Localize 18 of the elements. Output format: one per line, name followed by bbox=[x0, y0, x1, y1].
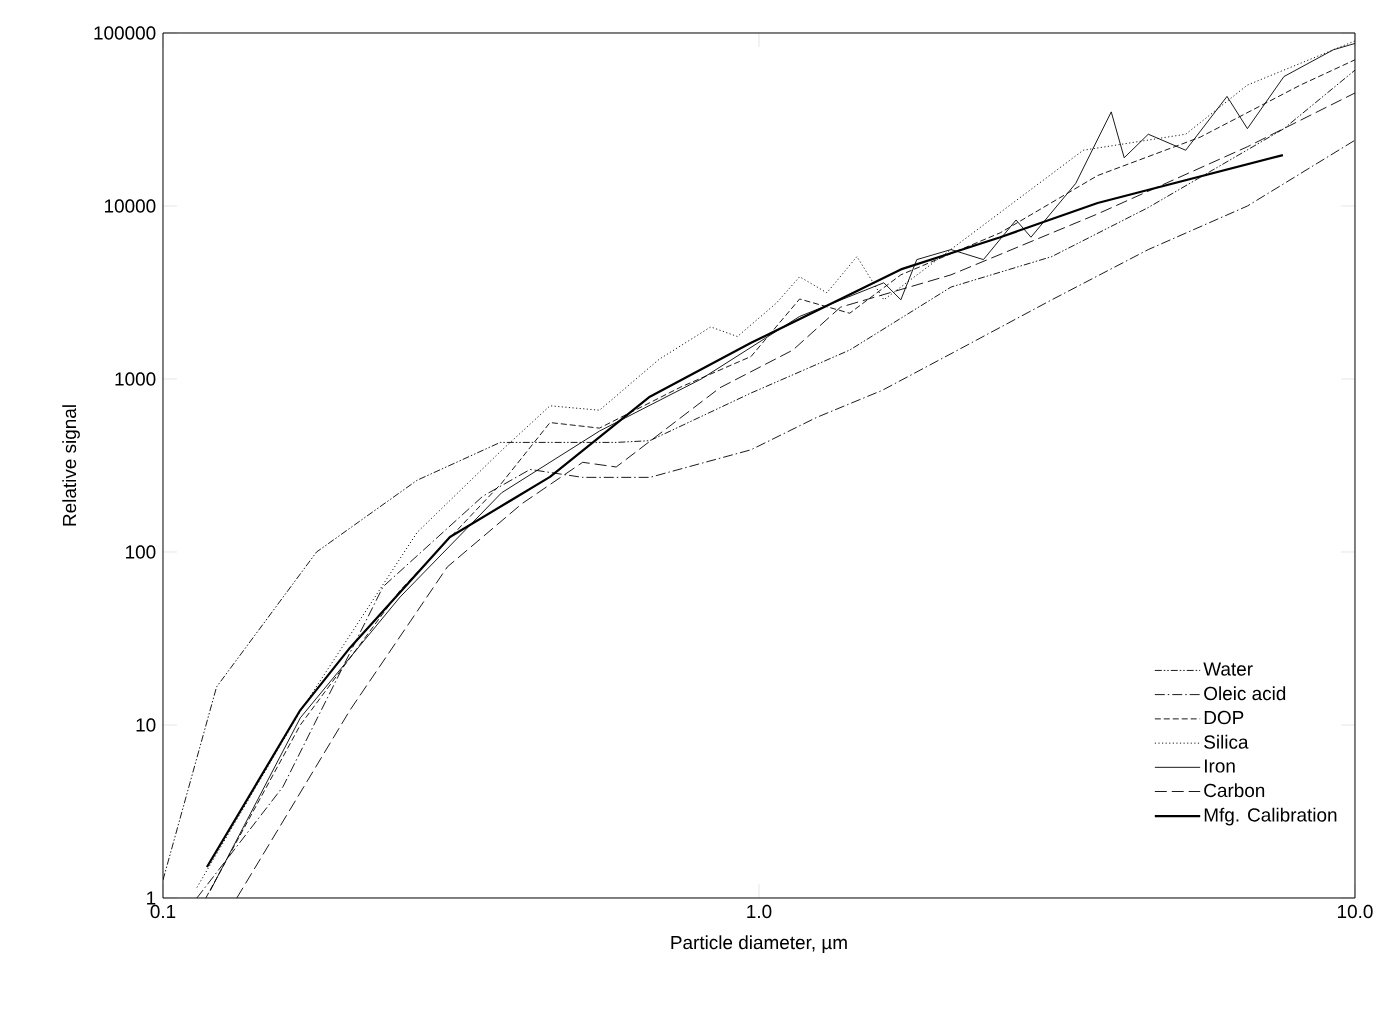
y-tick-label: 1 bbox=[147, 891, 156, 905]
y-tick-label: 1000 bbox=[115, 372, 156, 386]
legend-label: Silica bbox=[1204, 734, 1249, 749]
x-axis-title: Particle diameter, µm bbox=[671, 935, 847, 953]
legend-label: DOP bbox=[1204, 710, 1244, 725]
legend-label: Mfg. Calibration bbox=[1204, 807, 1337, 826]
x-tick-label: 0.1 bbox=[150, 904, 176, 919]
legend-label: Iron bbox=[1205, 759, 1235, 773]
y-tick-label: 10 bbox=[136, 718, 156, 732]
x-tick-label: 1.0 bbox=[747, 904, 772, 919]
y-tick-label: 10000 bbox=[104, 199, 156, 213]
y-axis-title: Relative signal bbox=[62, 405, 80, 526]
legend-label: Oleic acid bbox=[1204, 686, 1286, 701]
legend-label: Carbon bbox=[1204, 783, 1265, 798]
x-tick-label: 10.0 bbox=[1337, 904, 1373, 919]
y-tick-label: 100000 bbox=[94, 26, 156, 40]
y-tick-label: 100 bbox=[126, 545, 156, 559]
legend-label: Water bbox=[1203, 662, 1253, 676]
